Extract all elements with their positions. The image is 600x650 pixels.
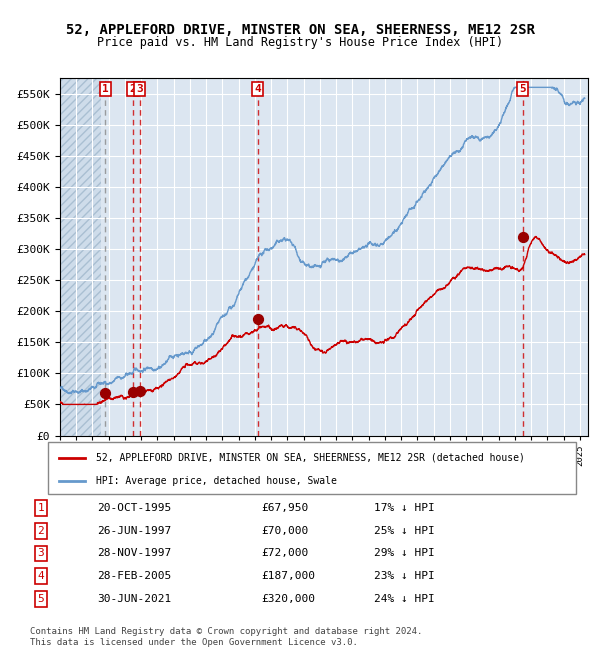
Point [518,231,527,242]
Text: 17% ↓ HPI: 17% ↓ HPI [374,503,434,513]
Text: £67,950: £67,950 [261,503,308,513]
Text: 3: 3 [38,549,44,558]
Text: HPI: Average price, detached house, Swale: HPI: Average price, detached house, Swal… [95,476,337,486]
Text: 4: 4 [38,571,44,581]
Text: £70,000: £70,000 [261,526,308,536]
Point [101,388,110,398]
Text: 1: 1 [38,503,44,513]
Text: Contains HM Land Registry data © Crown copyright and database right 2024.: Contains HM Land Registry data © Crown c… [30,627,422,636]
Text: 24% ↓ HPI: 24% ↓ HPI [374,594,434,604]
Text: 29% ↓ HPI: 29% ↓ HPI [374,549,434,558]
Bar [60,78,101,436]
Text: 30-JUN-2021: 30-JUN-2021 [97,594,172,604]
FancyBboxPatch shape [48,442,576,494]
Text: 3: 3 [136,84,143,94]
Text: 1: 1 [102,84,109,94]
Text: 2: 2 [38,526,44,536]
Text: 25% ↓ HPI: 25% ↓ HPI [374,526,434,536]
Text: Price paid vs. HM Land Registry's House Price Index (HPI): Price paid vs. HM Land Registry's House … [97,36,503,49]
Text: 52, APPLEFORD DRIVE, MINSTER ON SEA, SHEERNESS, ME12 2SR: 52, APPLEFORD DRIVE, MINSTER ON SEA, SHE… [65,23,535,37]
Point [128,387,138,397]
Text: 28-FEB-2005: 28-FEB-2005 [97,571,172,581]
Text: 28-NOV-1997: 28-NOV-1997 [97,549,172,558]
Point [135,385,145,396]
Text: £187,000: £187,000 [261,571,315,581]
Text: 23% ↓ HPI: 23% ↓ HPI [374,571,434,581]
Text: 2: 2 [130,84,136,94]
Text: 26-JUN-1997: 26-JUN-1997 [97,526,172,536]
Text: 4: 4 [254,84,261,94]
Text: 52, APPLEFORD DRIVE, MINSTER ON SEA, SHEERNESS, ME12 2SR (detached house): 52, APPLEFORD DRIVE, MINSTER ON SEA, SHE… [95,452,524,463]
Bar [60,78,101,436]
Point [253,314,262,324]
Text: £72,000: £72,000 [261,549,308,558]
Text: 5: 5 [520,84,526,94]
Text: 5: 5 [38,594,44,604]
Text: This data is licensed under the Open Government Licence v3.0.: This data is licensed under the Open Gov… [30,638,358,647]
Text: £320,000: £320,000 [261,594,315,604]
Text: 20-OCT-1995: 20-OCT-1995 [97,503,172,513]
